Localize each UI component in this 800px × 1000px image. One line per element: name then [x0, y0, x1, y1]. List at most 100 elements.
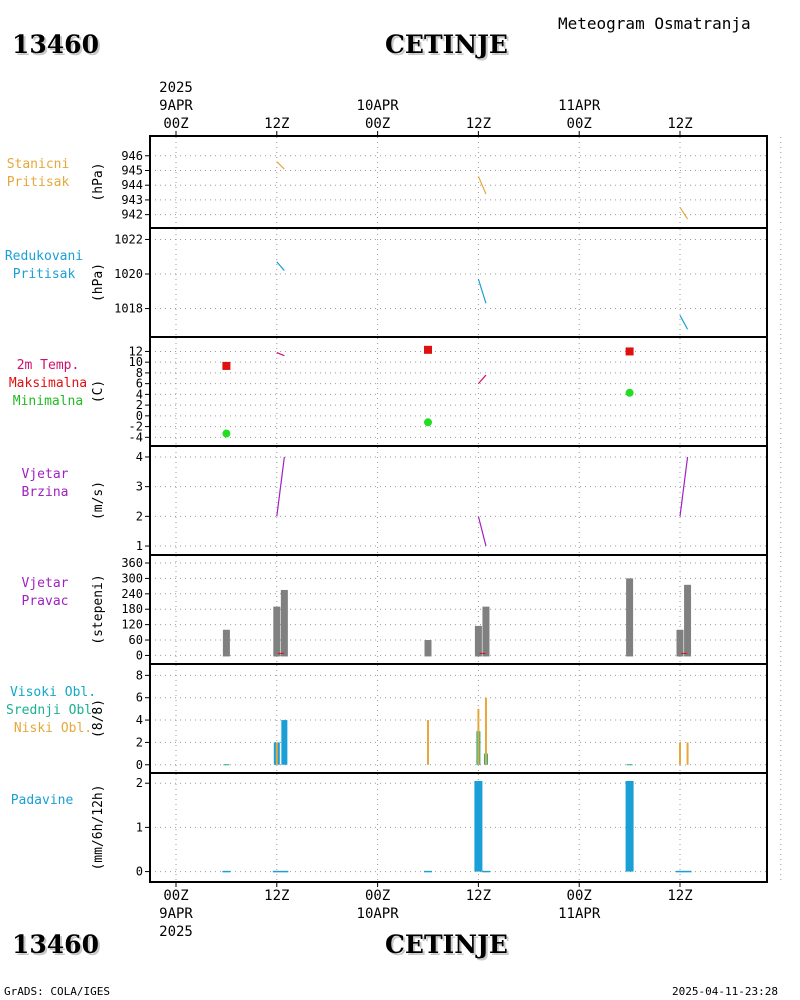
- x-tick-label-top: 00Z: [365, 116, 390, 132]
- wind-dir-bar: [482, 606, 490, 657]
- cloud-low-bar: [679, 742, 681, 765]
- year-label-bottom: 2025: [159, 924, 193, 940]
- y-tick-label: 1: [136, 539, 143, 553]
- credit-label: GrADS: COLA/IGES: [4, 985, 110, 998]
- label-temp-2: Maksimalna: [8, 376, 88, 391]
- label-oblaci-2: Srednji Obl.: [6, 703, 100, 718]
- y-tick-label: 8: [136, 366, 143, 380]
- series-segment: [477, 374, 487, 385]
- label-stanicni-2: Pritisak: [6, 175, 70, 190]
- y-tick-label: 943: [121, 193, 143, 207]
- y-tick-label: 0: [136, 409, 143, 423]
- y-tick-label: 0: [136, 758, 143, 772]
- y-tick-label: -4: [129, 430, 143, 444]
- x-tick-label-bottom: 00Z: [365, 888, 390, 904]
- y-tick-label: 945: [121, 163, 143, 177]
- y-tick-label: 120: [121, 618, 143, 632]
- y-axis-unit: (hPa): [91, 162, 106, 201]
- cloud-high-bar: [281, 720, 288, 765]
- x-tick-label-bottom: 00Z: [163, 888, 188, 904]
- wind-dir-bar: [280, 589, 288, 657]
- tmin-marker: [222, 429, 231, 438]
- y-tick-label: 4: [136, 450, 143, 464]
- label-brzina: Vjetar Brzina: [0, 466, 90, 502]
- label-brzina-1: Vjetar: [21, 467, 69, 482]
- precip-bar: [474, 781, 483, 872]
- series-segment: [477, 516, 487, 547]
- label-temp-1: 2m Temp.: [16, 358, 80, 373]
- y-tick-label: 180: [121, 602, 143, 616]
- y-tick-label: 1020: [114, 267, 143, 281]
- panel-stanicni: [145, 137, 782, 227]
- y-tick-label: 0: [136, 648, 143, 662]
- series-segment: [276, 261, 285, 271]
- y-axis-unit: (m/s): [91, 481, 106, 520]
- label-oblaci: Visoki Obl. Srednji Obl. Niski Obl.: [0, 684, 106, 738]
- label-temp-3: Minimalna: [12, 394, 84, 409]
- x-tick-label-top: 12Z: [264, 116, 289, 132]
- series-segment: [679, 456, 689, 517]
- y-tick-label: 12: [129, 344, 143, 358]
- precip-bar: [625, 781, 634, 872]
- date-label-top: 9APR: [159, 98, 193, 114]
- x-tick-label-bottom: 00Z: [567, 888, 592, 904]
- wind-dir-bar: [424, 640, 432, 657]
- wind-dir-bar: [474, 625, 482, 657]
- x-tick-label-bottom: 12Z: [466, 888, 491, 904]
- y-tick-label: 300: [121, 571, 143, 585]
- label-pravac-1: Vjetar: [21, 576, 69, 591]
- y-axis-unit: (hPa): [91, 263, 106, 302]
- panel-redukovani: [145, 229, 782, 336]
- label-pravac-2: Pravac: [21, 594, 69, 609]
- x-tick-label-top: 12Z: [466, 116, 491, 132]
- y-tick-label: 6: [136, 377, 143, 391]
- y-tick-label: 2: [136, 509, 143, 523]
- label-pravac: Vjetar Pravac: [0, 575, 90, 611]
- panel-temp: [145, 338, 782, 445]
- label-oblaci-3: Niski Obl.: [13, 721, 93, 736]
- y-tick-label: 0: [136, 865, 143, 879]
- y-axis-unit: (C): [91, 380, 106, 403]
- cloud-low-bar: [275, 742, 278, 765]
- wind-dir-bar: [273, 606, 281, 657]
- series-segment: [276, 161, 285, 170]
- tmax-marker: [625, 347, 634, 356]
- station-id: 13460: [12, 30, 99, 59]
- x-tick-label-top: 00Z: [163, 116, 188, 132]
- series-segment: [679, 206, 689, 220]
- wind-dir-bar: [684, 584, 692, 657]
- y-tick-label: 8: [136, 668, 143, 682]
- y-tick-label: 6: [136, 691, 143, 705]
- y-tick-label: -2: [129, 420, 143, 434]
- cloud-low-bar: [484, 697, 487, 765]
- series-segment: [276, 456, 285, 517]
- year-label-top: 2025: [159, 80, 193, 96]
- tmax-marker: [424, 345, 432, 354]
- wind-dir-bar: [626, 578, 634, 657]
- y-axis-unit: (stepeni): [91, 574, 106, 644]
- footer-station-id: 13460: [12, 930, 99, 959]
- date-label-bottom: 11APR: [558, 906, 601, 922]
- tmin-marker: [424, 418, 432, 427]
- label-redukovani-1: Redukovani: [4, 249, 84, 264]
- wind-dir-bar: [676, 629, 684, 657]
- label-padavine: Padavine: [0, 792, 84, 810]
- date-label-bottom: 10APR: [357, 906, 400, 922]
- label-oblaci-1: Visoki Obl.: [9, 685, 97, 700]
- date-label-top: 11APR: [558, 98, 601, 114]
- y-tick-label: 946: [121, 149, 143, 163]
- x-tick-label-bottom: 12Z: [264, 888, 289, 904]
- wind-dir-bar: [222, 629, 230, 657]
- y-tick-label: 3: [136, 480, 143, 494]
- series-segment: [477, 279, 487, 304]
- y-axis-unit: (mm/6h/12h): [91, 784, 106, 870]
- y-axis-unit: (8/8): [91, 699, 106, 738]
- panel-padavine: [145, 774, 782, 881]
- label-padavine-1: Padavine: [10, 793, 74, 808]
- label-redukovani-2: Pritisak: [12, 267, 76, 282]
- tmax-marker: [222, 361, 231, 370]
- label-brzina-2: Brzina: [21, 485, 69, 500]
- panel-oblaci: [145, 665, 782, 772]
- y-tick-label: 2: [136, 776, 143, 790]
